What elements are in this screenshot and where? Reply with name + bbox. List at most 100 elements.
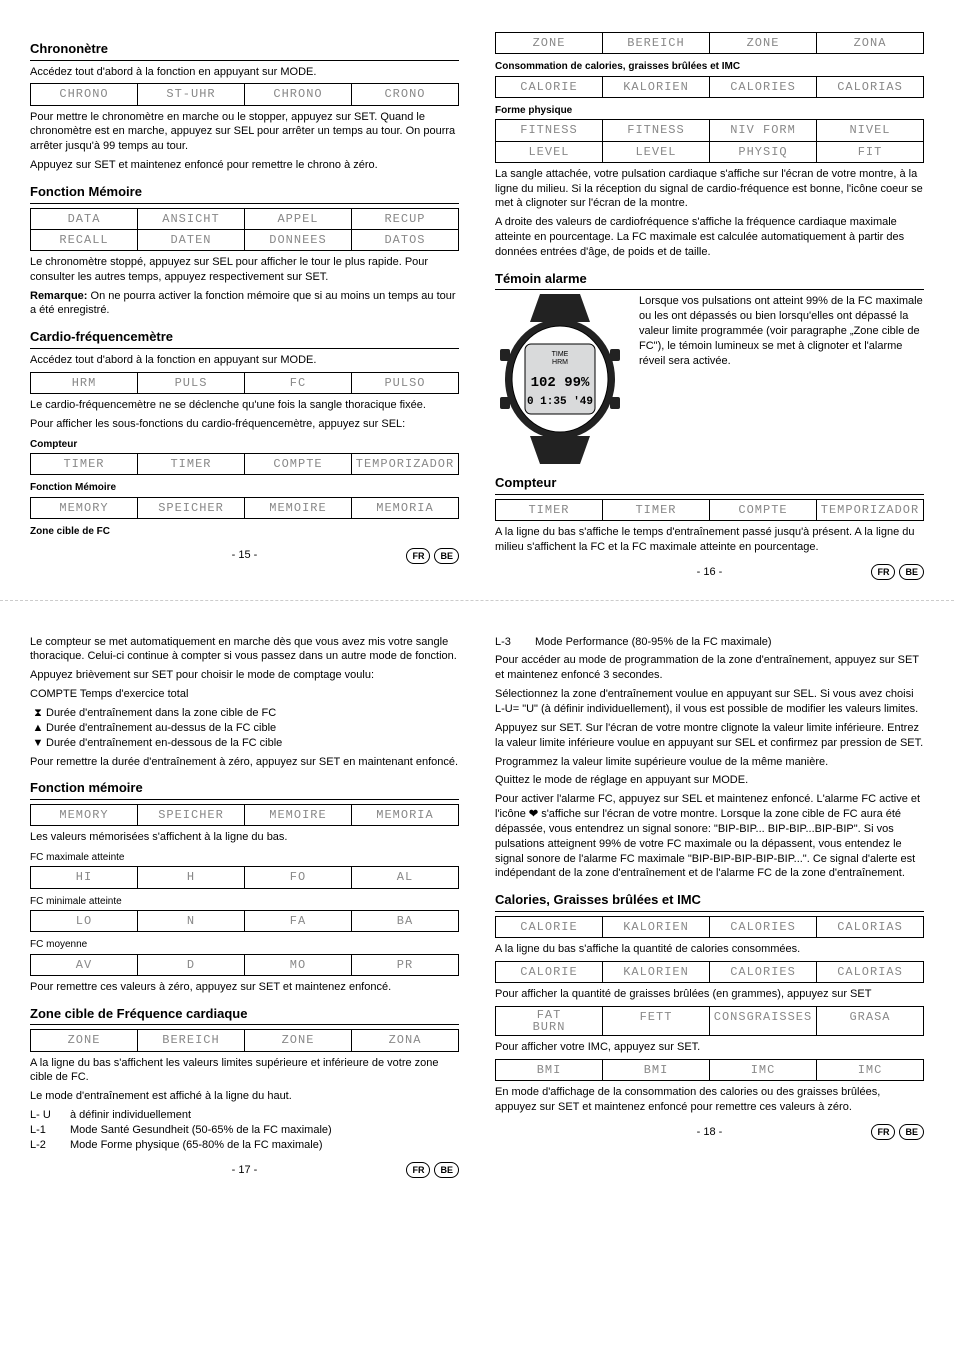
text: Pour afficher votre IMC, appuyez sur SET… — [495, 1040, 924, 1055]
lcd-zone17: ZONE BEREICH ZONE ZONA — [30, 1029, 459, 1051]
lcd-cell: CALORIES — [709, 962, 816, 982]
lcd-cell: CALORIE — [496, 917, 602, 937]
heading-memoire17: Fonction mémoire — [30, 779, 459, 800]
watch-icon: TIME HRM 102 99% 0 1:35 '49 crivit — [495, 294, 625, 464]
lcd-cell: BA — [351, 911, 458, 931]
lcd-cell: ZONE — [31, 1030, 137, 1050]
lcd-cell: LEVEL — [602, 142, 709, 162]
lcd-cell: BEREICH — [137, 1030, 244, 1050]
text: Pour afficher les sous-fonctions du card… — [30, 417, 459, 432]
sublabel-forme: Forme physique — [495, 104, 924, 118]
lcd-fit1: FITNESS FITNESS NIV FORM NIVEL — [495, 119, 924, 140]
triangle-up-icon: ▲ — [30, 721, 46, 736]
lcd-hi: HI H FO AL — [30, 866, 459, 888]
lcd-mem1: DATA ANSICHT APPEL RECUP — [30, 208, 459, 229]
lcd-cell: MEMORIA — [351, 498, 458, 518]
heading-chrononetre: Chrononètre — [30, 40, 459, 61]
mode-key: L-2 — [30, 1138, 60, 1153]
text: Pour activer l'alarme FC, appuyez sur SE… — [495, 792, 924, 881]
lcd-cell: GRASA — [816, 1007, 923, 1035]
page-number: - 17 - — [232, 1163, 258, 1178]
lcd-cell: IMC — [709, 1060, 816, 1080]
text: Pour afficher la quantité de graisses br… — [495, 987, 924, 1002]
text: On ne pourra activer la fonction mémoire… — [30, 290, 456, 317]
page-number: - 16 - — [697, 565, 723, 580]
mode-val: Mode Santé Gesundheit (50-65% de la FC m… — [70, 1123, 332, 1138]
lcd-cell: N — [137, 911, 244, 931]
lcd-cell: ZONE — [496, 33, 602, 53]
lcd-cell: APPEL — [244, 209, 351, 229]
lcd-cell: DATEN — [137, 230, 244, 250]
lcd-cell: IMC — [816, 1060, 923, 1080]
lcd-cell: CONSGRAISSES — [709, 1007, 816, 1035]
lcd-cell: TIMER — [602, 500, 709, 520]
sheet-2: Le compteur se met automatiquement en ma… — [0, 600, 954, 1198]
badge-be: BE — [434, 1162, 459, 1178]
text: Pour remettre la durée d'entraînement à … — [30, 755, 459, 770]
lcd-cell: TEMPORIZADOR — [351, 454, 458, 474]
lcd-cell: ST-UHR — [137, 84, 244, 104]
heading-memoire: Fonction Mémoire — [30, 183, 459, 204]
lcd-cell: FITNESS — [602, 120, 709, 140]
text: Accédez tout d'abord à la fonction en ap… — [30, 353, 459, 368]
sheet-1: Chrononètre Accédez tout d'abord à la fo… — [0, 0, 954, 600]
watch-mid: 102 99% — [531, 375, 590, 391]
mode-key: L-1 — [30, 1123, 60, 1138]
lcd-cal18a: CALORIE KALORIEN CALORIES CALORIAS — [495, 916, 924, 938]
lcd-cell: CALORIE — [496, 77, 602, 97]
text: Appuyez brièvement sur SET pour choisir … — [30, 668, 459, 683]
mode-key: L-3 — [495, 635, 525, 650]
text: Durée d'entraînement dans la zone cible … — [46, 707, 276, 719]
lcd-cell: KALORIEN — [602, 917, 709, 937]
watch-bottom: 0 1:35 '49 — [527, 396, 593, 408]
hourglass-icon: ⧗ — [30, 706, 46, 721]
text: Quittez le mode de réglage en appuyant s… — [495, 773, 924, 788]
page-15: Chrononètre Accédez tout d'abord à la fo… — [30, 30, 459, 580]
text: Pour mettre le chronomètre en marche ou … — [30, 110, 459, 155]
lcd-cell: COMPTE — [244, 454, 351, 474]
watch-line1: TIME — [552, 351, 569, 358]
page-17: Le compteur se met automatiquement en ma… — [30, 631, 459, 1178]
lcd-cell: CHRONO — [244, 84, 351, 104]
badge-fr: FR — [871, 1124, 895, 1140]
lcd-cell: ANSICHT — [137, 209, 244, 229]
badge-fr: FR — [871, 564, 895, 580]
lcd-chrono: CHRONO ST-UHR CHRONO CRONO — [30, 83, 459, 105]
lcd-cell: RECUP — [351, 209, 458, 229]
text: Remarque: On ne pourra activer la foncti… — [30, 289, 459, 319]
lcd-hrm: HRM PULS FC PULSO — [30, 372, 459, 394]
lcd-cal: CALORIE KALORIEN CALORIES CALORIAS — [495, 76, 924, 98]
heart-icon: ❤ — [529, 808, 538, 820]
sublabel-lo: FC minimale atteinte — [30, 895, 459, 909]
text: A droite des valeurs de cardiofréquence … — [495, 215, 924, 260]
symbol-list: ⧗Durée d'entraînement dans la zone cible… — [30, 706, 459, 751]
lcd-cell: BMI — [602, 1060, 709, 1080]
text: Sélectionnez la zone d'entraînement voul… — [495, 687, 924, 717]
lcd-bmi: BMI BMI IMC IMC — [495, 1059, 924, 1081]
lcd-memory: MEMORY SPEICHER MEMOIRE MEMORIA — [30, 497, 459, 519]
text: Le mode d'entraînement est affiché à la … — [30, 1089, 459, 1104]
badge-be: BE — [434, 548, 459, 564]
alarm-text: Lorsque vos pulsations ont atteint 99% d… — [639, 294, 924, 368]
lcd-cell: CALORIAS — [816, 917, 923, 937]
lcd-cell: MEMORY — [31, 498, 137, 518]
lcd-cell: CHRONO — [31, 84, 137, 104]
lcd-cell: MO — [244, 955, 351, 975]
heading-hrm: Cardio-fréquencemètre — [30, 328, 459, 349]
label-remarque: Remarque: — [30, 290, 87, 302]
lcd-cell: SPEICHER — [137, 498, 244, 518]
lcd-timer16: TIMER TIMER COMPTE TEMPORIZADOR — [495, 499, 924, 521]
lcd-mem17: MEMORY SPEICHER MEMOIRE MEMORIA — [30, 804, 459, 826]
lang-badges: FR BE — [406, 548, 459, 564]
lcd-timer: TIMER TIMER COMPTE TEMPORIZADOR — [30, 453, 459, 475]
lcd-cell: TIMER — [31, 454, 137, 474]
text: Le cardio-fréquencemètre ne se déclenche… — [30, 398, 459, 413]
badge-fr: FR — [406, 548, 430, 564]
lcd-cell: CALORIAS — [816, 77, 923, 97]
mode-l3: L-3Mode Performance (80-95% de la FC max… — [495, 635, 924, 650]
lcd-cell: DATA — [31, 209, 137, 229]
text: Le compteur se met automatiquement en ma… — [30, 635, 459, 665]
text: A la ligne du bas s'affiche la quantité … — [495, 942, 924, 957]
lcd-mem2: RECALL DATEN DONNEES DATOS — [30, 229, 459, 251]
lcd-cell: AL — [351, 867, 458, 887]
